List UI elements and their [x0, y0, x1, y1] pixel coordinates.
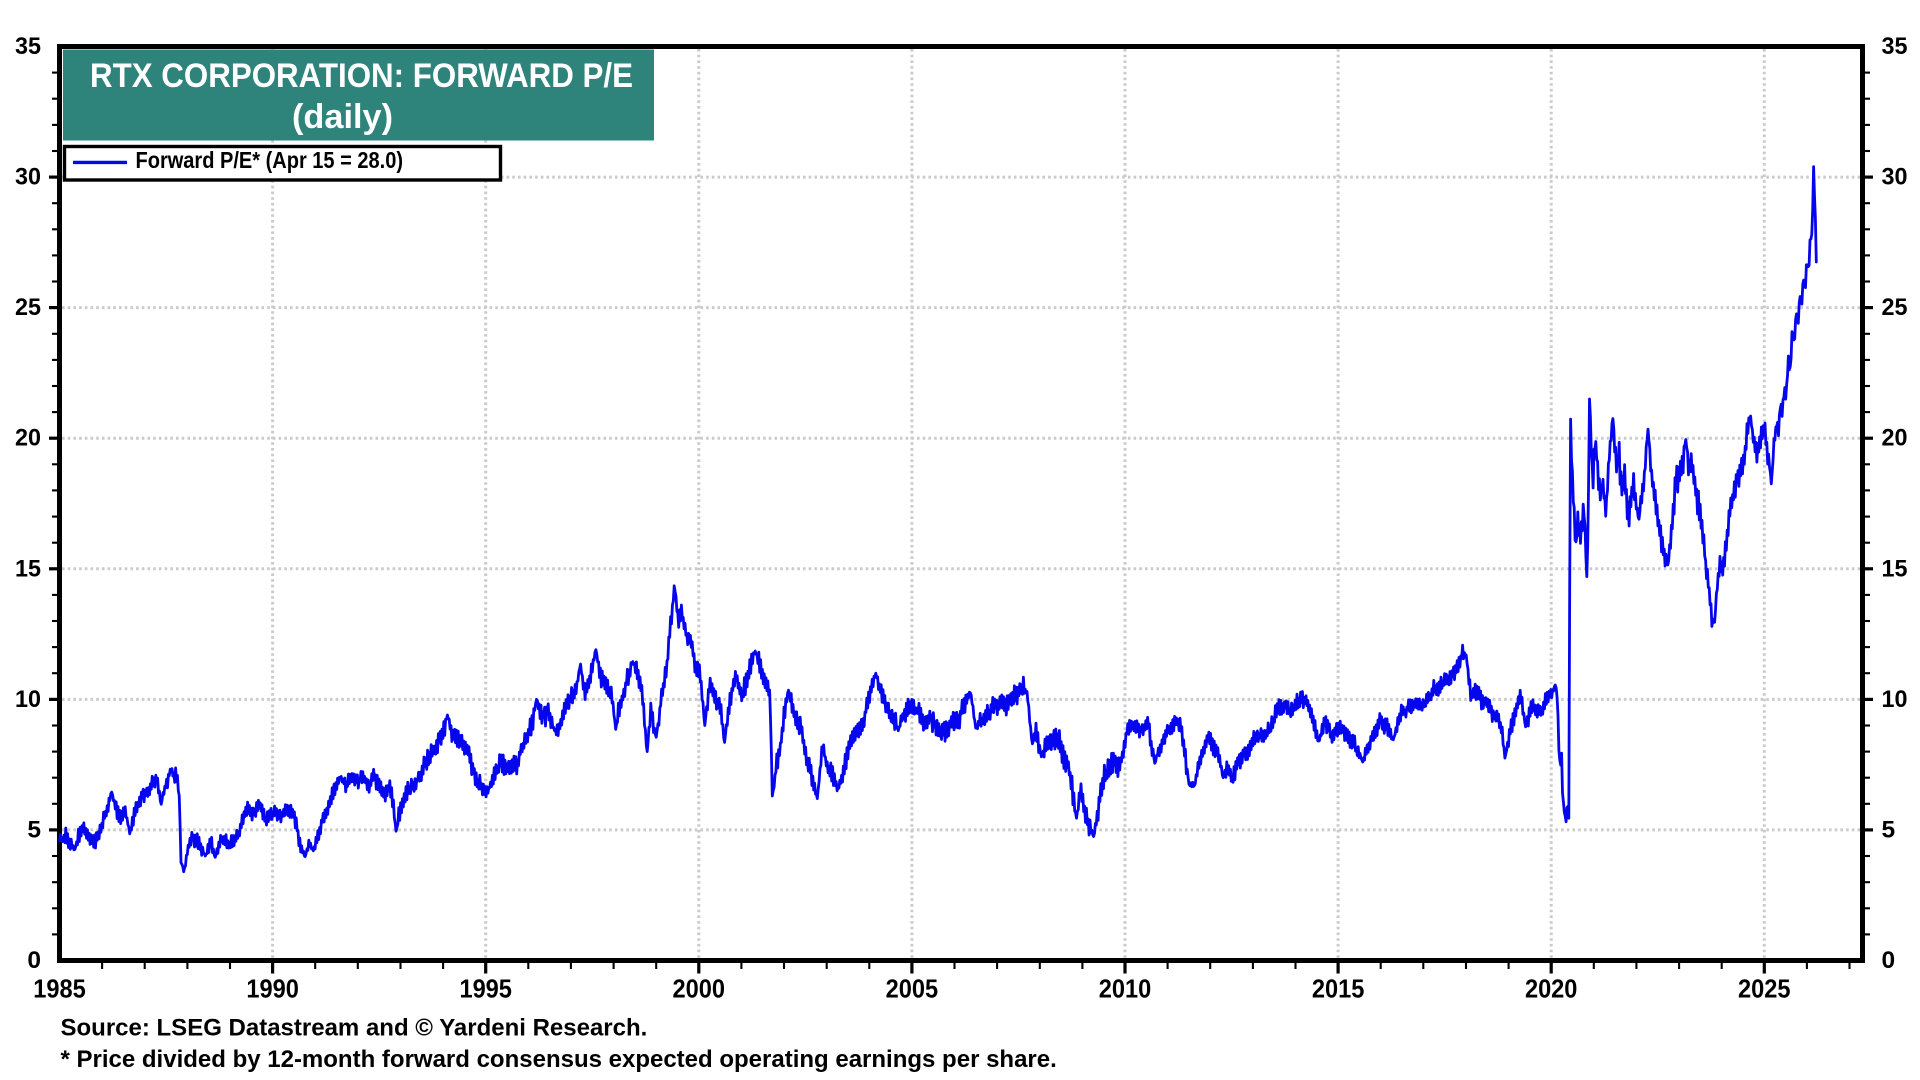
svg-text:(daily): (daily) — [292, 98, 393, 136]
svg-text:10: 10 — [1882, 686, 1908, 713]
svg-text:2005: 2005 — [886, 974, 939, 1004]
svg-text:30: 30 — [1882, 164, 1908, 191]
svg-text:5: 5 — [27, 816, 41, 843]
svg-text:15: 15 — [15, 555, 41, 582]
svg-text:2000: 2000 — [673, 974, 726, 1004]
svg-text:* Price divided by 12-month fo: * Price divided by 12-month forward cons… — [61, 1046, 1057, 1073]
svg-text:2020: 2020 — [1525, 974, 1578, 1004]
svg-text:25: 25 — [1882, 294, 1908, 321]
svg-text:20: 20 — [1882, 425, 1908, 452]
svg-text:2015: 2015 — [1312, 974, 1365, 1004]
svg-text:Forward P/E* (Apr 15 = 28.0): Forward P/E* (Apr 15 = 28.0) — [136, 147, 404, 173]
svg-text:25: 25 — [15, 294, 41, 321]
svg-text:35: 35 — [1882, 33, 1908, 60]
svg-text:1990: 1990 — [246, 974, 299, 1004]
svg-text:35: 35 — [15, 33, 41, 60]
svg-text:0: 0 — [27, 947, 41, 974]
svg-text:15: 15 — [1882, 555, 1908, 582]
svg-text:2010: 2010 — [1099, 974, 1152, 1004]
svg-text:1985: 1985 — [33, 974, 86, 1004]
svg-text:RTX CORPORATION: FORWARD P/E: RTX CORPORATION: FORWARD P/E — [90, 57, 633, 95]
svg-text:20: 20 — [15, 425, 41, 452]
svg-text:Source: LSEG Datastream and ©: Source: LSEG Datastream and © Yardeni Re… — [61, 1015, 648, 1042]
svg-text:1995: 1995 — [459, 974, 512, 1004]
svg-text:10: 10 — [15, 686, 41, 713]
svg-text:5: 5 — [1882, 816, 1896, 843]
svg-text:30: 30 — [15, 164, 41, 191]
svg-text:2025: 2025 — [1738, 974, 1791, 1004]
svg-text:0: 0 — [1882, 947, 1896, 974]
